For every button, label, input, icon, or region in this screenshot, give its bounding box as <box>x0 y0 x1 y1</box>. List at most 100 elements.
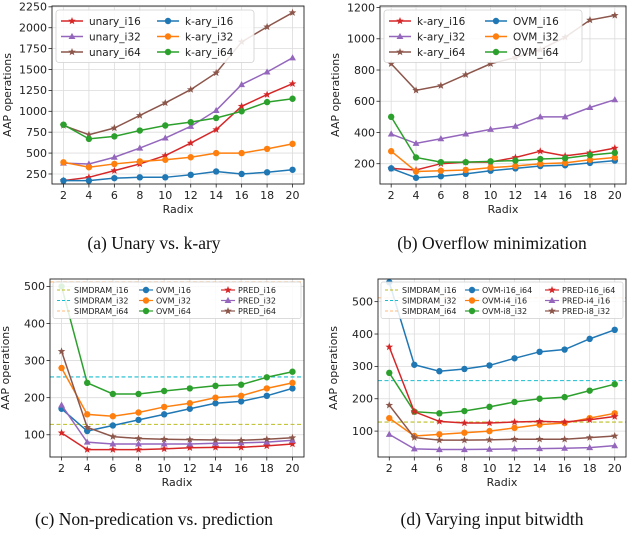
data-point <box>436 410 443 417</box>
legend-entry: k-ary_i32 <box>389 31 465 43</box>
y-tick-label: 500 <box>24 280 45 293</box>
data-point <box>486 59 495 68</box>
data-point <box>437 81 445 89</box>
data-point <box>461 365 468 373</box>
x-tick-label: 16 <box>558 462 572 475</box>
data-point <box>586 16 594 24</box>
series-line <box>390 116 615 163</box>
legend: unary_i16 unary_i32 unary_i64 k-ary_i16 k-ar… <box>55 9 255 63</box>
data-point <box>585 415 594 424</box>
data-point <box>85 173 93 181</box>
data-point <box>610 412 619 420</box>
data-point <box>561 393 568 401</box>
legend-entry: unary_i16 <box>61 16 141 28</box>
data-point <box>487 125 494 132</box>
legend-label: OVM_i64 <box>156 307 191 316</box>
data-point <box>387 130 395 137</box>
legend-entry: PRED-i8_i32 <box>545 307 610 316</box>
data-point <box>462 158 469 166</box>
series-ovm-i8_i32 <box>386 369 618 417</box>
data-point <box>262 435 271 443</box>
data-point <box>560 418 569 426</box>
data-point <box>262 441 271 450</box>
legend-entry: k-ary_i32 <box>157 31 233 43</box>
legend-marker <box>164 48 172 56</box>
data-point <box>238 80 246 88</box>
x-tick-label: 20 <box>608 189 622 202</box>
legend-label: k-ary_i16 <box>417 16 466 28</box>
data-point <box>437 167 445 174</box>
data-point <box>186 400 194 407</box>
data-point <box>212 68 220 77</box>
series-line <box>388 433 615 451</box>
legend-label: unary_i32 <box>89 31 141 43</box>
legend-marker <box>224 307 232 315</box>
data-point <box>485 419 494 427</box>
data-point <box>586 444 594 451</box>
data-point <box>135 416 142 424</box>
legend-marker <box>396 17 404 25</box>
y-tick-label: 1250 <box>19 84 47 97</box>
data-point <box>289 95 296 102</box>
data-point <box>387 113 395 121</box>
legend-entry: OVM_i64 <box>139 307 191 316</box>
data-point <box>511 445 518 452</box>
y-axis-label: AAP operations <box>329 53 342 137</box>
data-point <box>611 96 619 103</box>
x-tick-label: 10 <box>484 189 498 202</box>
x-tick-label: 18 <box>583 462 597 475</box>
data-point <box>512 162 519 170</box>
legend-marker <box>68 48 76 56</box>
series-k-ary_i16 <box>60 166 296 184</box>
series-k-ary_i32 <box>60 140 296 171</box>
data-point <box>510 435 519 443</box>
series-pred_i32 <box>58 401 296 447</box>
data-point <box>586 156 594 163</box>
x-tick-label: 20 <box>285 462 299 475</box>
data-point <box>135 409 142 416</box>
data-point <box>412 154 420 161</box>
data-point <box>237 398 245 405</box>
data-point <box>238 108 245 115</box>
data-point <box>561 444 569 451</box>
legend-entry: OVM_i64 <box>485 47 559 59</box>
data-point <box>186 405 194 412</box>
plot-frame <box>379 5 627 185</box>
y-tick-label: 300 <box>24 354 45 367</box>
data-point <box>162 156 169 163</box>
x-tick-label: 4 <box>411 462 418 475</box>
legend-label: OVM_i32 <box>513 31 559 43</box>
data-point <box>136 127 144 134</box>
x-tick-label: 6 <box>109 462 116 475</box>
x-tick-label: 2 <box>386 462 393 475</box>
legend-label: k-ary_i32 <box>417 31 465 43</box>
data-point <box>289 368 296 375</box>
data-point <box>586 151 594 159</box>
data-point <box>289 436 296 443</box>
data-point <box>161 151 170 159</box>
series-line <box>63 169 293 182</box>
legend-entry: PRED_i32 <box>221 296 276 305</box>
legend-entry: SIMDRAM_i32 <box>385 296 457 305</box>
series-line <box>390 150 615 173</box>
x-tick-label: 18 <box>260 462 274 475</box>
legend-label: OVM_i64 <box>513 47 559 59</box>
data-point <box>238 149 245 157</box>
y-tick-label: 400 <box>354 126 375 139</box>
data-point <box>485 435 494 444</box>
y-tick-label: 2250 <box>19 1 47 14</box>
series-line <box>388 346 615 424</box>
y-tick-label: 500 <box>26 147 47 160</box>
data-point <box>412 139 420 146</box>
data-point <box>611 149 619 156</box>
data-point <box>410 433 419 441</box>
data-point <box>212 106 220 113</box>
data-point <box>436 368 443 375</box>
x-tick-label: 2 <box>60 189 67 202</box>
data-point <box>57 428 66 437</box>
x-tick-label: 10 <box>158 189 172 202</box>
data-point <box>560 435 569 443</box>
legend-label: OVM-i16_i64 <box>482 286 532 295</box>
data-point <box>536 395 543 402</box>
data-point <box>510 418 519 426</box>
